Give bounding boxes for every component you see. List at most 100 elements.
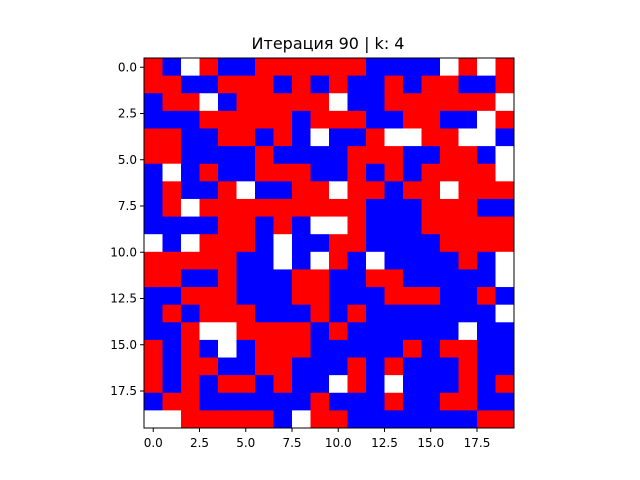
- heatmap-cell: [218, 392, 237, 411]
- heatmap-cell: [440, 93, 459, 112]
- heatmap-cell: [384, 357, 404, 376]
- heatmap-cell: [273, 75, 293, 94]
- heatmap-cell: [366, 198, 385, 217]
- heatmap-cell: [403, 269, 422, 288]
- heatmap-cell: [144, 93, 163, 112]
- heatmap-cell: [199, 198, 219, 217]
- heatmap-cell: [236, 375, 256, 394]
- heatmap-cell: [199, 163, 219, 182]
- heatmap-cell: [292, 58, 311, 77]
- heatmap-cell: [218, 410, 237, 429]
- heatmap-cell: [329, 110, 348, 129]
- heatmap-cell: [255, 234, 274, 253]
- heatmap-cell: [292, 357, 311, 376]
- heatmap-cell: [477, 339, 496, 358]
- heatmap-cell: [273, 58, 293, 77]
- heatmap-cell: [310, 216, 330, 235]
- heatmap-cell: [236, 269, 256, 288]
- heatmap-cell: [218, 287, 237, 306]
- heatmap-cell: [440, 287, 459, 306]
- heatmap-cell: [421, 181, 441, 200]
- heatmap-cell: [181, 410, 200, 429]
- heatmap-cell: [384, 375, 404, 394]
- heatmap-cell: [218, 216, 237, 235]
- heatmap-cell: [181, 234, 200, 253]
- heatmap-cell: [181, 146, 200, 165]
- heatmap-cell: [458, 110, 478, 129]
- heatmap-cell: [218, 110, 237, 129]
- heatmap-cell: [495, 110, 515, 129]
- heatmap-cell: [310, 322, 330, 341]
- heatmap-cell: [236, 58, 256, 77]
- heatmap-cell: [255, 216, 274, 235]
- heatmap-cell: [255, 198, 274, 217]
- heatmap-cell: [366, 163, 385, 182]
- heatmap-cell: [366, 128, 385, 147]
- heatmap-cell: [292, 234, 311, 253]
- heatmap-cell: [255, 163, 274, 182]
- heatmap-cell: [458, 75, 478, 94]
- heatmap-cell: [199, 93, 219, 112]
- heatmap-cell: [273, 287, 293, 306]
- x-tick-label: 17.5: [464, 436, 491, 450]
- heatmap-cell: [347, 357, 367, 376]
- heatmap-cell: [162, 287, 182, 306]
- heatmap-cell: [458, 93, 478, 112]
- heatmap-cell: [162, 93, 182, 112]
- heatmap-cell: [366, 110, 385, 129]
- heatmap-cell: [347, 234, 367, 253]
- heatmap-cell: [421, 410, 441, 429]
- heatmap-cell: [181, 93, 200, 112]
- heatmap-cell: [292, 128, 311, 147]
- heatmap-cell: [236, 216, 256, 235]
- heatmap-cell: [477, 198, 496, 217]
- heatmap-cell: [199, 75, 219, 94]
- heatmap-cell: [477, 128, 496, 147]
- heatmap-cell: [347, 339, 367, 358]
- heatmap-cell: [218, 93, 237, 112]
- heatmap-cell: [477, 357, 496, 376]
- heatmap-cell: [440, 339, 459, 358]
- heatmap-cell: [458, 181, 478, 200]
- heatmap-cell: [144, 410, 163, 429]
- heatmap-cell: [403, 58, 422, 77]
- heatmap-cell: [347, 269, 367, 288]
- heatmap-cell: [144, 339, 163, 358]
- heatmap-cell: [384, 269, 404, 288]
- heatmap-cell: [384, 304, 404, 323]
- heatmap-cell: [495, 357, 515, 376]
- heatmap-cell: [421, 198, 441, 217]
- heatmap-cell: [236, 234, 256, 253]
- heatmap-cell: [162, 146, 182, 165]
- heatmap-cell: [292, 181, 311, 200]
- heatmap-cell: [310, 339, 330, 358]
- heatmap-cell: [440, 269, 459, 288]
- x-tick-label: 5.0: [236, 436, 255, 450]
- heatmap-cell: [384, 58, 404, 77]
- heatmap-cell: [347, 216, 367, 235]
- heatmap-cell: [495, 322, 515, 341]
- heatmap-cell: [329, 163, 348, 182]
- heatmap-cell: [458, 322, 478, 341]
- heatmap-cell: [329, 93, 348, 112]
- heatmap-cell: [477, 322, 496, 341]
- heatmap-cell: [477, 269, 496, 288]
- heatmap-cell: [329, 375, 348, 394]
- heatmap-cell: [310, 304, 330, 323]
- heatmap-cell: [162, 322, 182, 341]
- heatmap-cell: [292, 146, 311, 165]
- heatmap-cell: [310, 198, 330, 217]
- heatmap-cell: [347, 163, 367, 182]
- heatmap-cell: [144, 304, 163, 323]
- heatmap-cell: [273, 181, 293, 200]
- heatmap-cell: [255, 93, 274, 112]
- heatmap-cell: [162, 357, 182, 376]
- heatmap-cell: [199, 216, 219, 235]
- heatmap-cell: [144, 216, 163, 235]
- x-axis: 0.0 2.5 5.0 7.5 10.0 12.5 15.0 17.5: [144, 428, 491, 450]
- heatmap-cell: [218, 339, 237, 358]
- heatmap-cell: [310, 375, 330, 394]
- heatmap-cell: [495, 287, 515, 306]
- heatmap-cell: [421, 163, 441, 182]
- heatmap-cell: [273, 322, 293, 341]
